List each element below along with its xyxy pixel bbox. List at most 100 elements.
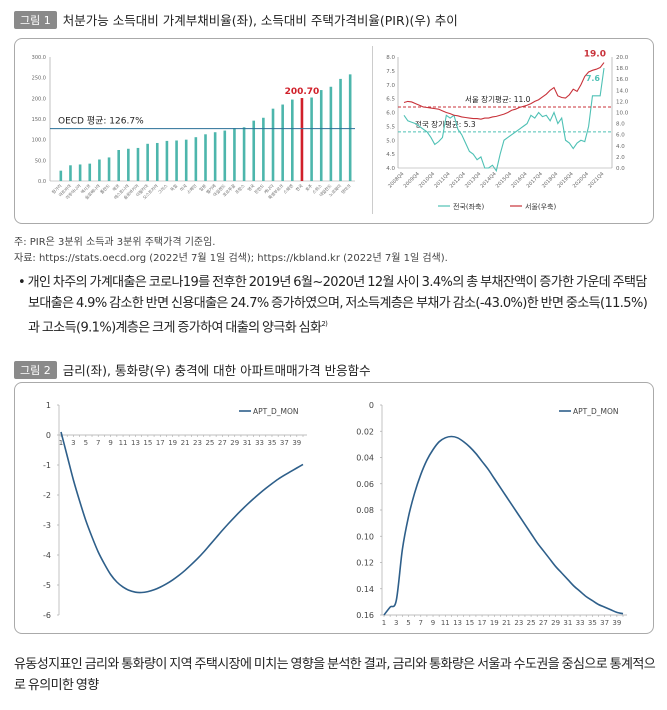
figure1-note: 주: PIR은 3분위 소득과 3분위 주택가격 기준임. [14, 237, 216, 248]
left-tick-label: 8.0 [386, 55, 395, 61]
right-tick-label: 0.0 [616, 166, 625, 172]
bar [146, 143, 149, 181]
bar [233, 128, 236, 181]
bar [184, 139, 188, 181]
right-tick-label: 18.0 [616, 66, 629, 72]
x-tick-label: 영국 [246, 182, 257, 193]
y-tick-label: -5 [43, 581, 51, 590]
x-tick-label: 33 [576, 619, 585, 627]
right-tick-label: 2.0 [616, 155, 625, 161]
bar [339, 78, 342, 181]
bar [271, 108, 275, 181]
bar [107, 157, 111, 181]
bar [329, 86, 333, 181]
y-tick-label: -3 [43, 521, 51, 530]
figure1-box [14, 38, 654, 224]
bar [310, 97, 313, 181]
legend-label: 전국(좌축) [453, 202, 484, 211]
oecd-average-label: OECD 평균: 126.7% [58, 116, 144, 127]
response-line [60, 431, 304, 594]
y-tick-label: 150.0 [32, 117, 46, 123]
x-tick-label: 1 [59, 439, 63, 447]
x-tick-label: 37 [280, 439, 289, 447]
right-tick-label: 8.0 [616, 122, 625, 128]
highlight-label: 200.70 [285, 87, 320, 97]
x-tick-label: 일본 [198, 182, 208, 192]
y-tick-label: 0.10 [356, 532, 374, 541]
x-tick-label: 25 [527, 619, 536, 627]
figure1-divider [372, 46, 373, 214]
bar [204, 134, 207, 181]
x-tick-label: 3 [71, 439, 75, 447]
legend-label: 서울(우축) [525, 202, 556, 211]
bar [98, 159, 101, 181]
bar [127, 148, 130, 181]
response-line [383, 435, 624, 616]
left-tick-label: 6.0 [386, 111, 395, 117]
end-value-label: 19.0 [584, 50, 606, 60]
bar [78, 164, 82, 181]
figure1-badge: 그림 1 [14, 10, 57, 29]
legend-label: APT_D_MON [573, 407, 619, 416]
right-tick-label: 6.0 [616, 133, 625, 139]
x-tick-label: 7 [419, 619, 423, 627]
y-tick-label: -6 [43, 611, 51, 620]
bar [117, 150, 120, 181]
bar [223, 130, 227, 181]
x-tick-label: 27 [218, 439, 227, 447]
bar [319, 90, 323, 181]
y-tick-label: -4 [43, 551, 51, 560]
x-tick-label: 체코 [111, 182, 122, 193]
y-tick-label: -1 [43, 461, 51, 470]
x-tick-label: 호주 [304, 183, 314, 193]
bar [194, 137, 198, 181]
right-tick-label: 10.0 [616, 111, 629, 117]
bar [348, 74, 352, 181]
figure2-badge: 그림 2 [14, 360, 57, 379]
y-tick-label: 0.08 [356, 506, 374, 515]
bar [242, 127, 246, 181]
left-tick-label: 7.0 [386, 83, 395, 89]
x-tick-label: 23 [514, 619, 523, 627]
y-tick-label: -2 [43, 491, 51, 500]
x-tick-label: 한국 [295, 183, 305, 193]
x-tick-label: 31 [563, 619, 572, 627]
x-tick-label: 33 [255, 439, 264, 447]
x-tick-label: 15 [465, 619, 474, 627]
x-tick-label: 13 [131, 439, 140, 447]
right-tick-label: 12.0 [616, 99, 629, 105]
footnote-ref: 2) [321, 320, 328, 328]
bar [175, 140, 178, 181]
left-tick-label: 4.0 [386, 166, 395, 172]
y-tick-label: 0.12 [356, 559, 374, 568]
x-tick-label: 39 [292, 439, 301, 447]
x-tick-label: 21 [181, 439, 190, 447]
x-tick-label: 15 [143, 439, 152, 447]
figure1-title: 그림 1 처분가능 소득대비 가계부채비율(좌), 소득대비 주택가격비율(PI… [14, 10, 458, 29]
figure2-box [14, 382, 654, 634]
x-tick-label: 13 [453, 619, 462, 627]
x-tick-label: 7 [96, 439, 100, 447]
x-tick-label: 23 [193, 439, 202, 447]
y-tick-label: 100.0 [32, 138, 46, 144]
x-tick-label: 29 [551, 619, 560, 627]
legend-label: APT_D_MON [253, 407, 299, 416]
y-tick-label: 0 [369, 401, 374, 410]
x-tick-label: 5 [84, 439, 88, 447]
interest-rate-response-chart: 10-1-2-3-4-5-61 3 5 7 9 11 13 15 17 19 21 23 25 27 29 3… [43, 401, 307, 620]
bar [262, 117, 265, 181]
y-tick-label: 0.02 [356, 427, 374, 436]
bar [155, 142, 159, 181]
paragraph1-text: • 개인 차주의 가계대출은 코로나19를 전후한 2019년 6월~2020년… [18, 275, 648, 336]
bar [59, 170, 63, 181]
left-tick-label: 6.5 [386, 97, 395, 103]
x-tick-label: 37 [600, 619, 609, 627]
series-line [403, 68, 605, 173]
x-tick-label: 3 [394, 619, 398, 627]
x-tick-label: 19 [168, 439, 177, 447]
figure2-title-text: 금리(좌), 통화량(우) 충격에 대한 아파트매매가격 반응함수 [62, 363, 371, 378]
y-tick-label: 0.04 [356, 454, 374, 463]
x-tick-label: 27 [539, 619, 548, 627]
x-tick-label: 미국 [178, 182, 189, 193]
